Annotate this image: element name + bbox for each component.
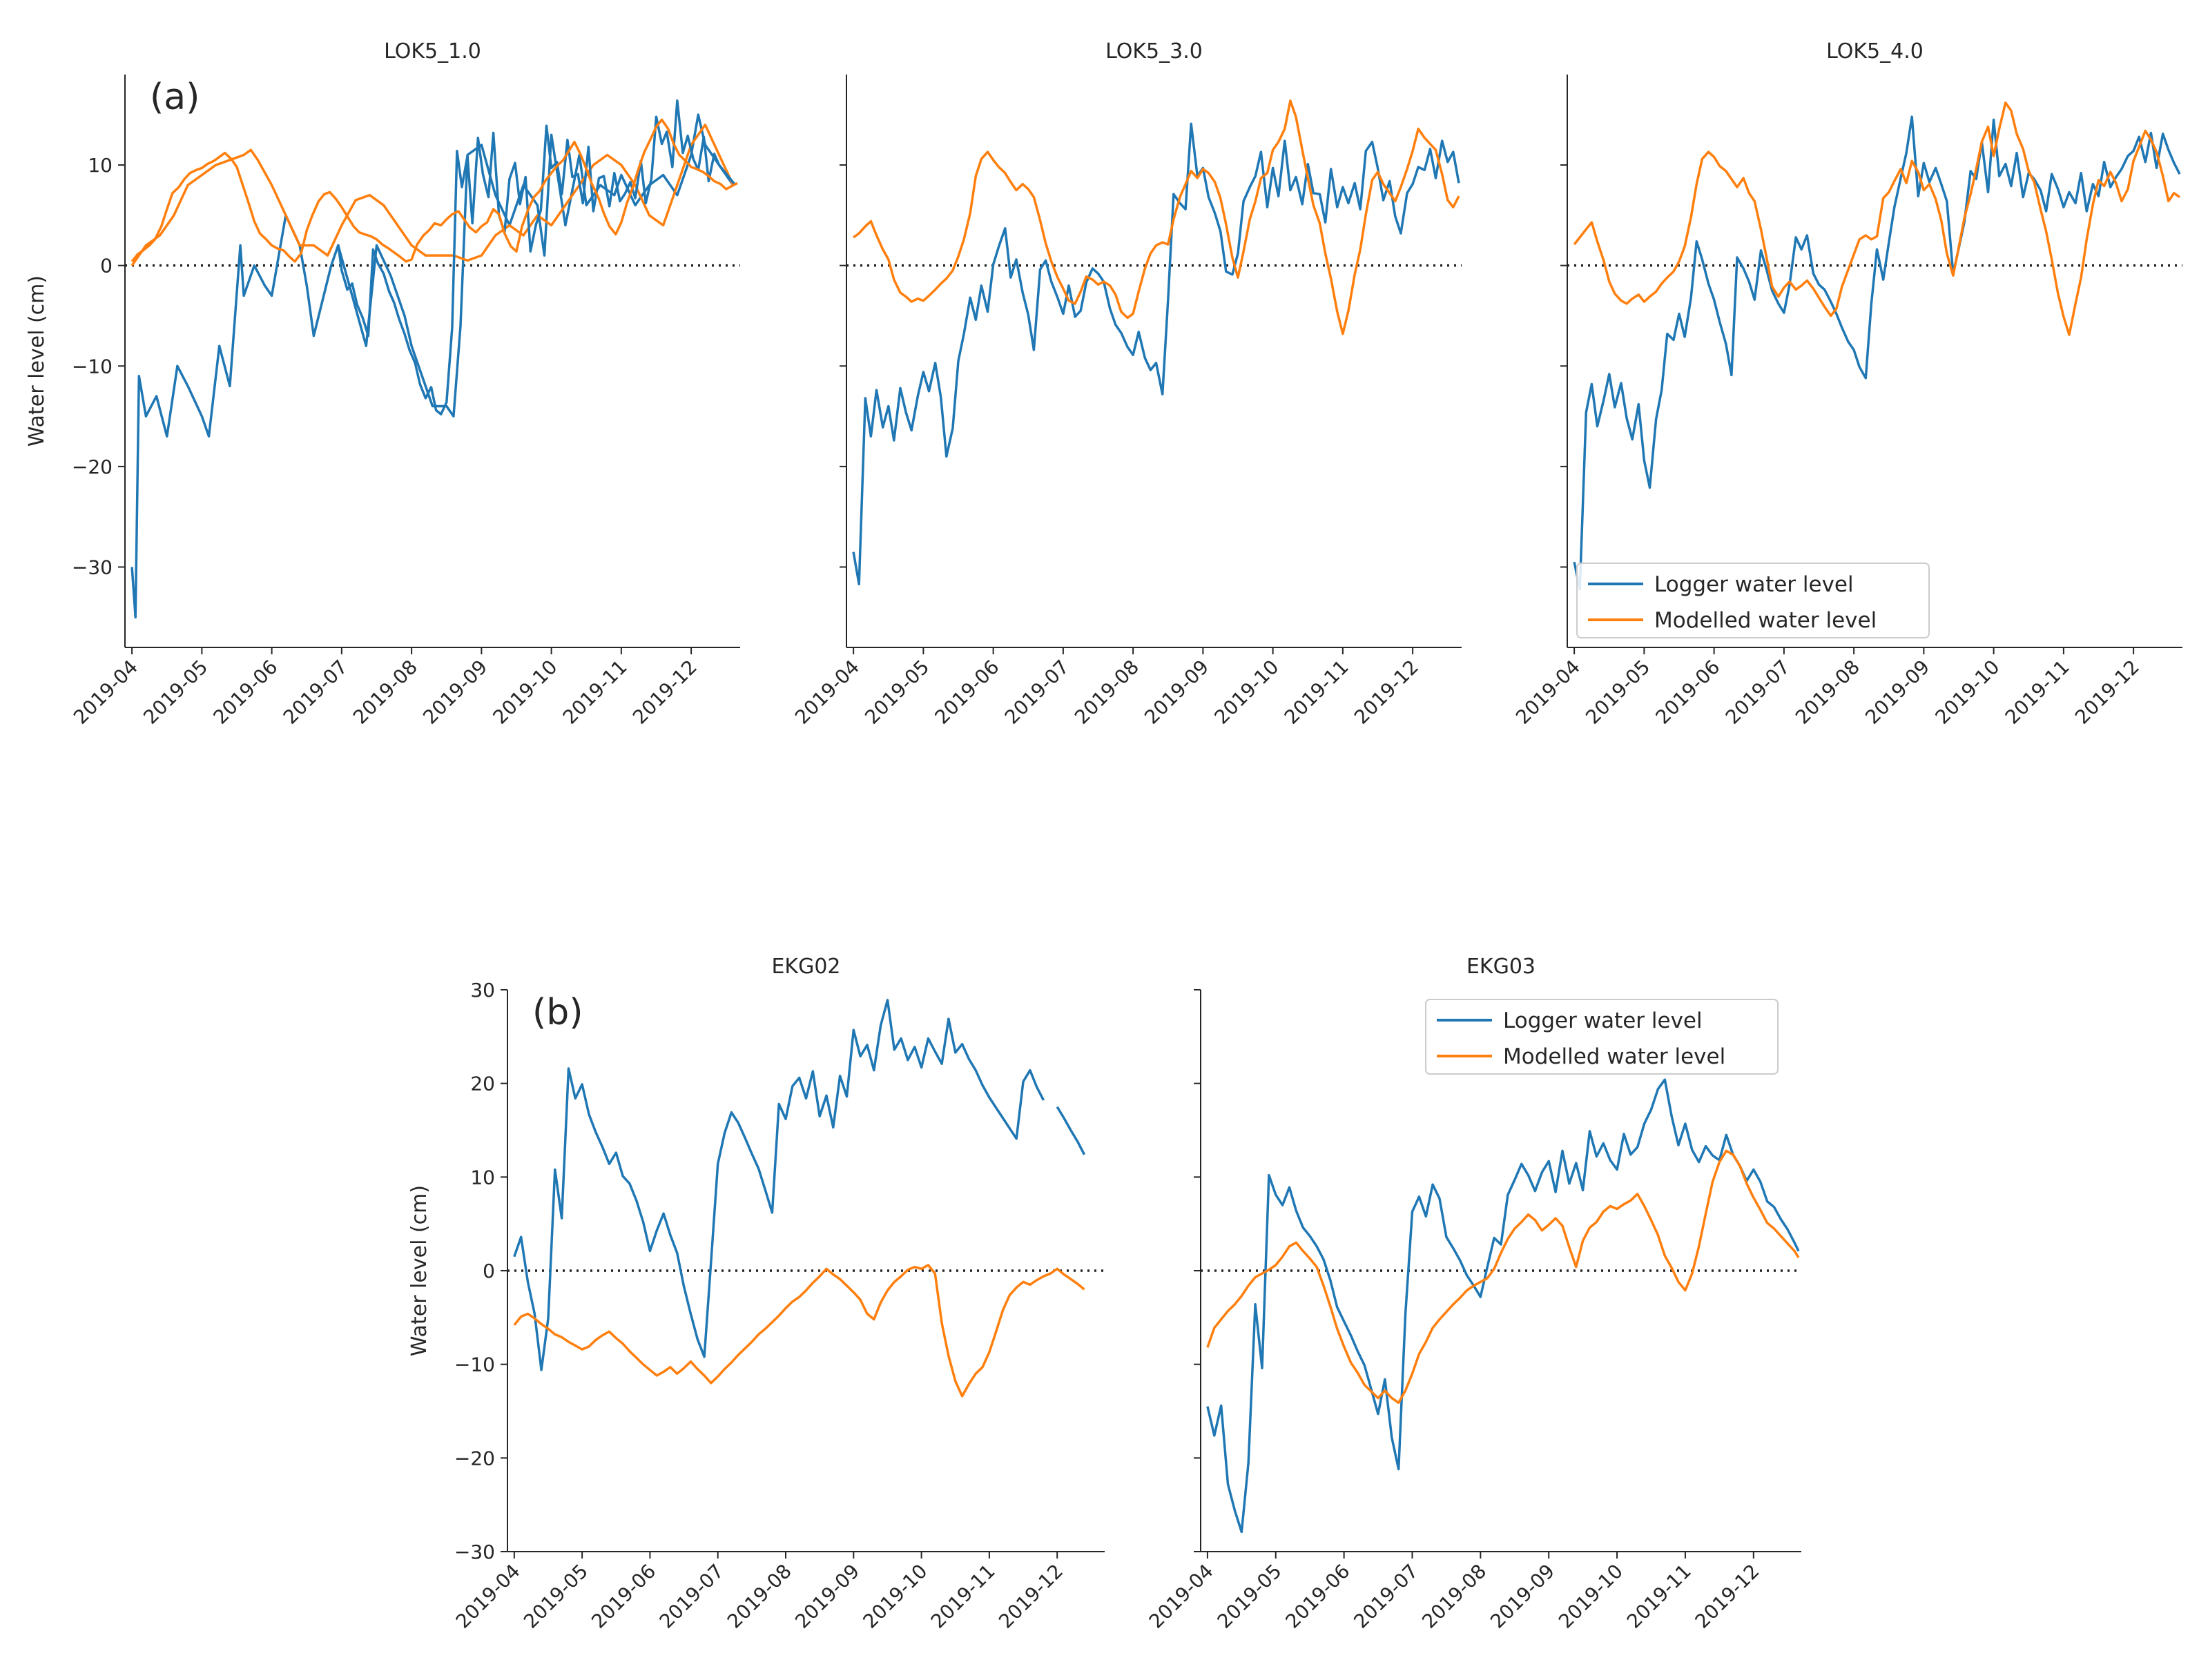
x-tick-label: 2019-10 — [1931, 656, 2004, 729]
x-tick-label: 2019-12 — [994, 1560, 1067, 1633]
x-tick-label: 2019-05 — [1581, 656, 1654, 729]
x-tick-label: 2019-11 — [1622, 1560, 1696, 1633]
logger-series-line — [852, 122, 1460, 586]
y-tick-label: −10 — [72, 355, 113, 378]
modelled-series-line — [1206, 1149, 1800, 1405]
x-tick-label: 2019-08 — [1417, 1560, 1491, 1633]
chart-title: EKG03 — [1466, 955, 1536, 979]
x-tick-label: 2019-08 — [349, 656, 422, 729]
chart-title: LOK5_3.0 — [1105, 39, 1203, 64]
x-tick-label: 2019-05 — [860, 656, 933, 729]
subplot-ekg2: EKG02 (b) 30 20 10 0 −10 −20 −30 Water level (cm)… — [407, 955, 1105, 1633]
x-tick-label: 2019-12 — [1350, 656, 1423, 729]
x-tick-label: 2019-12 — [1691, 1560, 1764, 1633]
y-tick-label: 0 — [100, 255, 113, 277]
y-tick-label: 20 — [470, 1073, 495, 1095]
y-tick-label: 10 — [88, 154, 113, 177]
legend-modelled-label: Modelled water level — [1503, 1044, 1725, 1069]
x-tick-label: 2019-04 — [1511, 656, 1585, 729]
x-tick-label: 2019-06 — [209, 656, 282, 729]
y-tick-label: 10 — [470, 1166, 495, 1189]
chart-title: LOK5_1.0 — [384, 39, 481, 64]
y-tick-label: −20 — [72, 456, 113, 478]
legend-logger-label: Logger water level — [1654, 572, 1854, 597]
legend-modelled-label: Modelled water level — [1654, 608, 1877, 633]
y-tick-label: −30 — [454, 1541, 495, 1563]
x-tick-label: 2019-05 — [139, 656, 212, 729]
subplot-grid: LOK5_1.0 (a) 10 0 −10 −20 −30 Water level (cm) 2… — [25, 39, 2182, 1633]
legend: Logger water level Modelled water level — [1576, 563, 1930, 638]
modelled-series-line — [130, 118, 738, 263]
x-tick-label: 2019-08 — [1070, 656, 1143, 729]
x-tick-label: 2019-04 — [1145, 1560, 1218, 1633]
legend: Logger water level Modelled water level — [1425, 999, 1779, 1075]
modelled-series-line — [130, 124, 735, 266]
x-tick-label: 2019-04 — [69, 656, 142, 729]
y-tick-label: 0 — [483, 1260, 495, 1282]
logger-series-line — [130, 113, 735, 619]
x-tick-label: 2019-09 — [1861, 656, 1934, 729]
subplot-ekg3: EKG03 2019-042019-052019-062019-072019-08… — [1145, 955, 1801, 1633]
y-tick-label: 30 — [470, 979, 495, 1002]
x-tick-label: 2019-09 — [791, 1560, 864, 1633]
x-tick-label: 2019-10 — [858, 1560, 931, 1633]
logger-series-line — [337, 99, 736, 416]
x-tick-label: 2019-07 — [1721, 656, 1794, 729]
logger-series-line — [513, 999, 1045, 1371]
x-tick-label: 2019-09 — [418, 656, 492, 729]
x-tick-label: 2019-08 — [1791, 656, 1864, 729]
x-tick-label: 2019-11 — [927, 1560, 1000, 1633]
chart-title: LOK5_4.0 — [1826, 39, 1924, 64]
x-tick-label: 2019-04 — [791, 656, 864, 729]
x-tick-label: 2019-05 — [519, 1560, 592, 1633]
logger-series-line — [1206, 1078, 1800, 1534]
logger-series-line — [1573, 115, 2181, 591]
x-tick-label: 2019-06 — [587, 1560, 660, 1633]
x-tick-label: 2019-11 — [1280, 656, 1353, 729]
x-tick-label: 2019-10 — [1210, 656, 1283, 729]
panel-label: (b) — [532, 992, 583, 1033]
x-tick-label: 2019-06 — [931, 656, 1004, 729]
x-tick-label: 2019-11 — [2001, 656, 2074, 729]
x-tick-label: 2019-07 — [279, 656, 352, 729]
y-tick-label: −30 — [72, 556, 113, 579]
x-tick-label: 2019-07 — [1000, 656, 1074, 729]
modelled-series-line — [513, 1264, 1085, 1398]
panel-label: (a) — [150, 77, 200, 118]
x-tick-label: 2019-09 — [1140, 656, 1213, 729]
subplot-lok4: LOK5_4.02019-042019-052019-062019-072019… — [1511, 39, 2182, 729]
subplot-lok3: LOK5_3.02019-042019-052019-062019-072019… — [791, 39, 1462, 729]
y-tick-label: −20 — [454, 1447, 495, 1469]
x-tick-label: 2019-12 — [2071, 656, 2144, 729]
legend-logger-label: Logger water level — [1503, 1008, 1703, 1033]
chart-title: EKG02 — [771, 955, 840, 979]
x-tick-label: 2019-07 — [655, 1560, 728, 1633]
x-tick-label: 2019-12 — [628, 656, 701, 729]
y-axis-label: Water level (cm) — [25, 275, 49, 447]
x-tick-label: 2019-05 — [1213, 1560, 1286, 1633]
modelled-series-line — [1573, 101, 2181, 336]
x-tick-label: 2019-10 — [1554, 1560, 1627, 1633]
subplot-lok1: LOK5_1.0 (a) 10 0 −10 −20 −30 Water level (cm) 2… — [25, 39, 740, 729]
x-tick-label: 2019-10 — [489, 656, 562, 729]
x-tick-label: 2019-09 — [1486, 1560, 1559, 1633]
modelled-series-line — [853, 99, 1460, 335]
legend-frame — [1425, 999, 1779, 1075]
legend-frame — [1576, 563, 1930, 638]
logger-series-line — [1056, 1106, 1086, 1155]
x-tick-label: 2019-06 — [1281, 1560, 1354, 1633]
x-tick-label: 2019-04 — [452, 1560, 525, 1633]
y-axis-label: Water level (cm) — [407, 1185, 432, 1356]
x-tick-label: 2019-06 — [1651, 656, 1725, 729]
x-tick-label: 2019-08 — [723, 1560, 796, 1633]
x-tick-label: 2019-11 — [559, 656, 632, 729]
x-tick-label: 2019-07 — [1349, 1560, 1422, 1633]
y-tick-label: −10 — [454, 1354, 495, 1376]
